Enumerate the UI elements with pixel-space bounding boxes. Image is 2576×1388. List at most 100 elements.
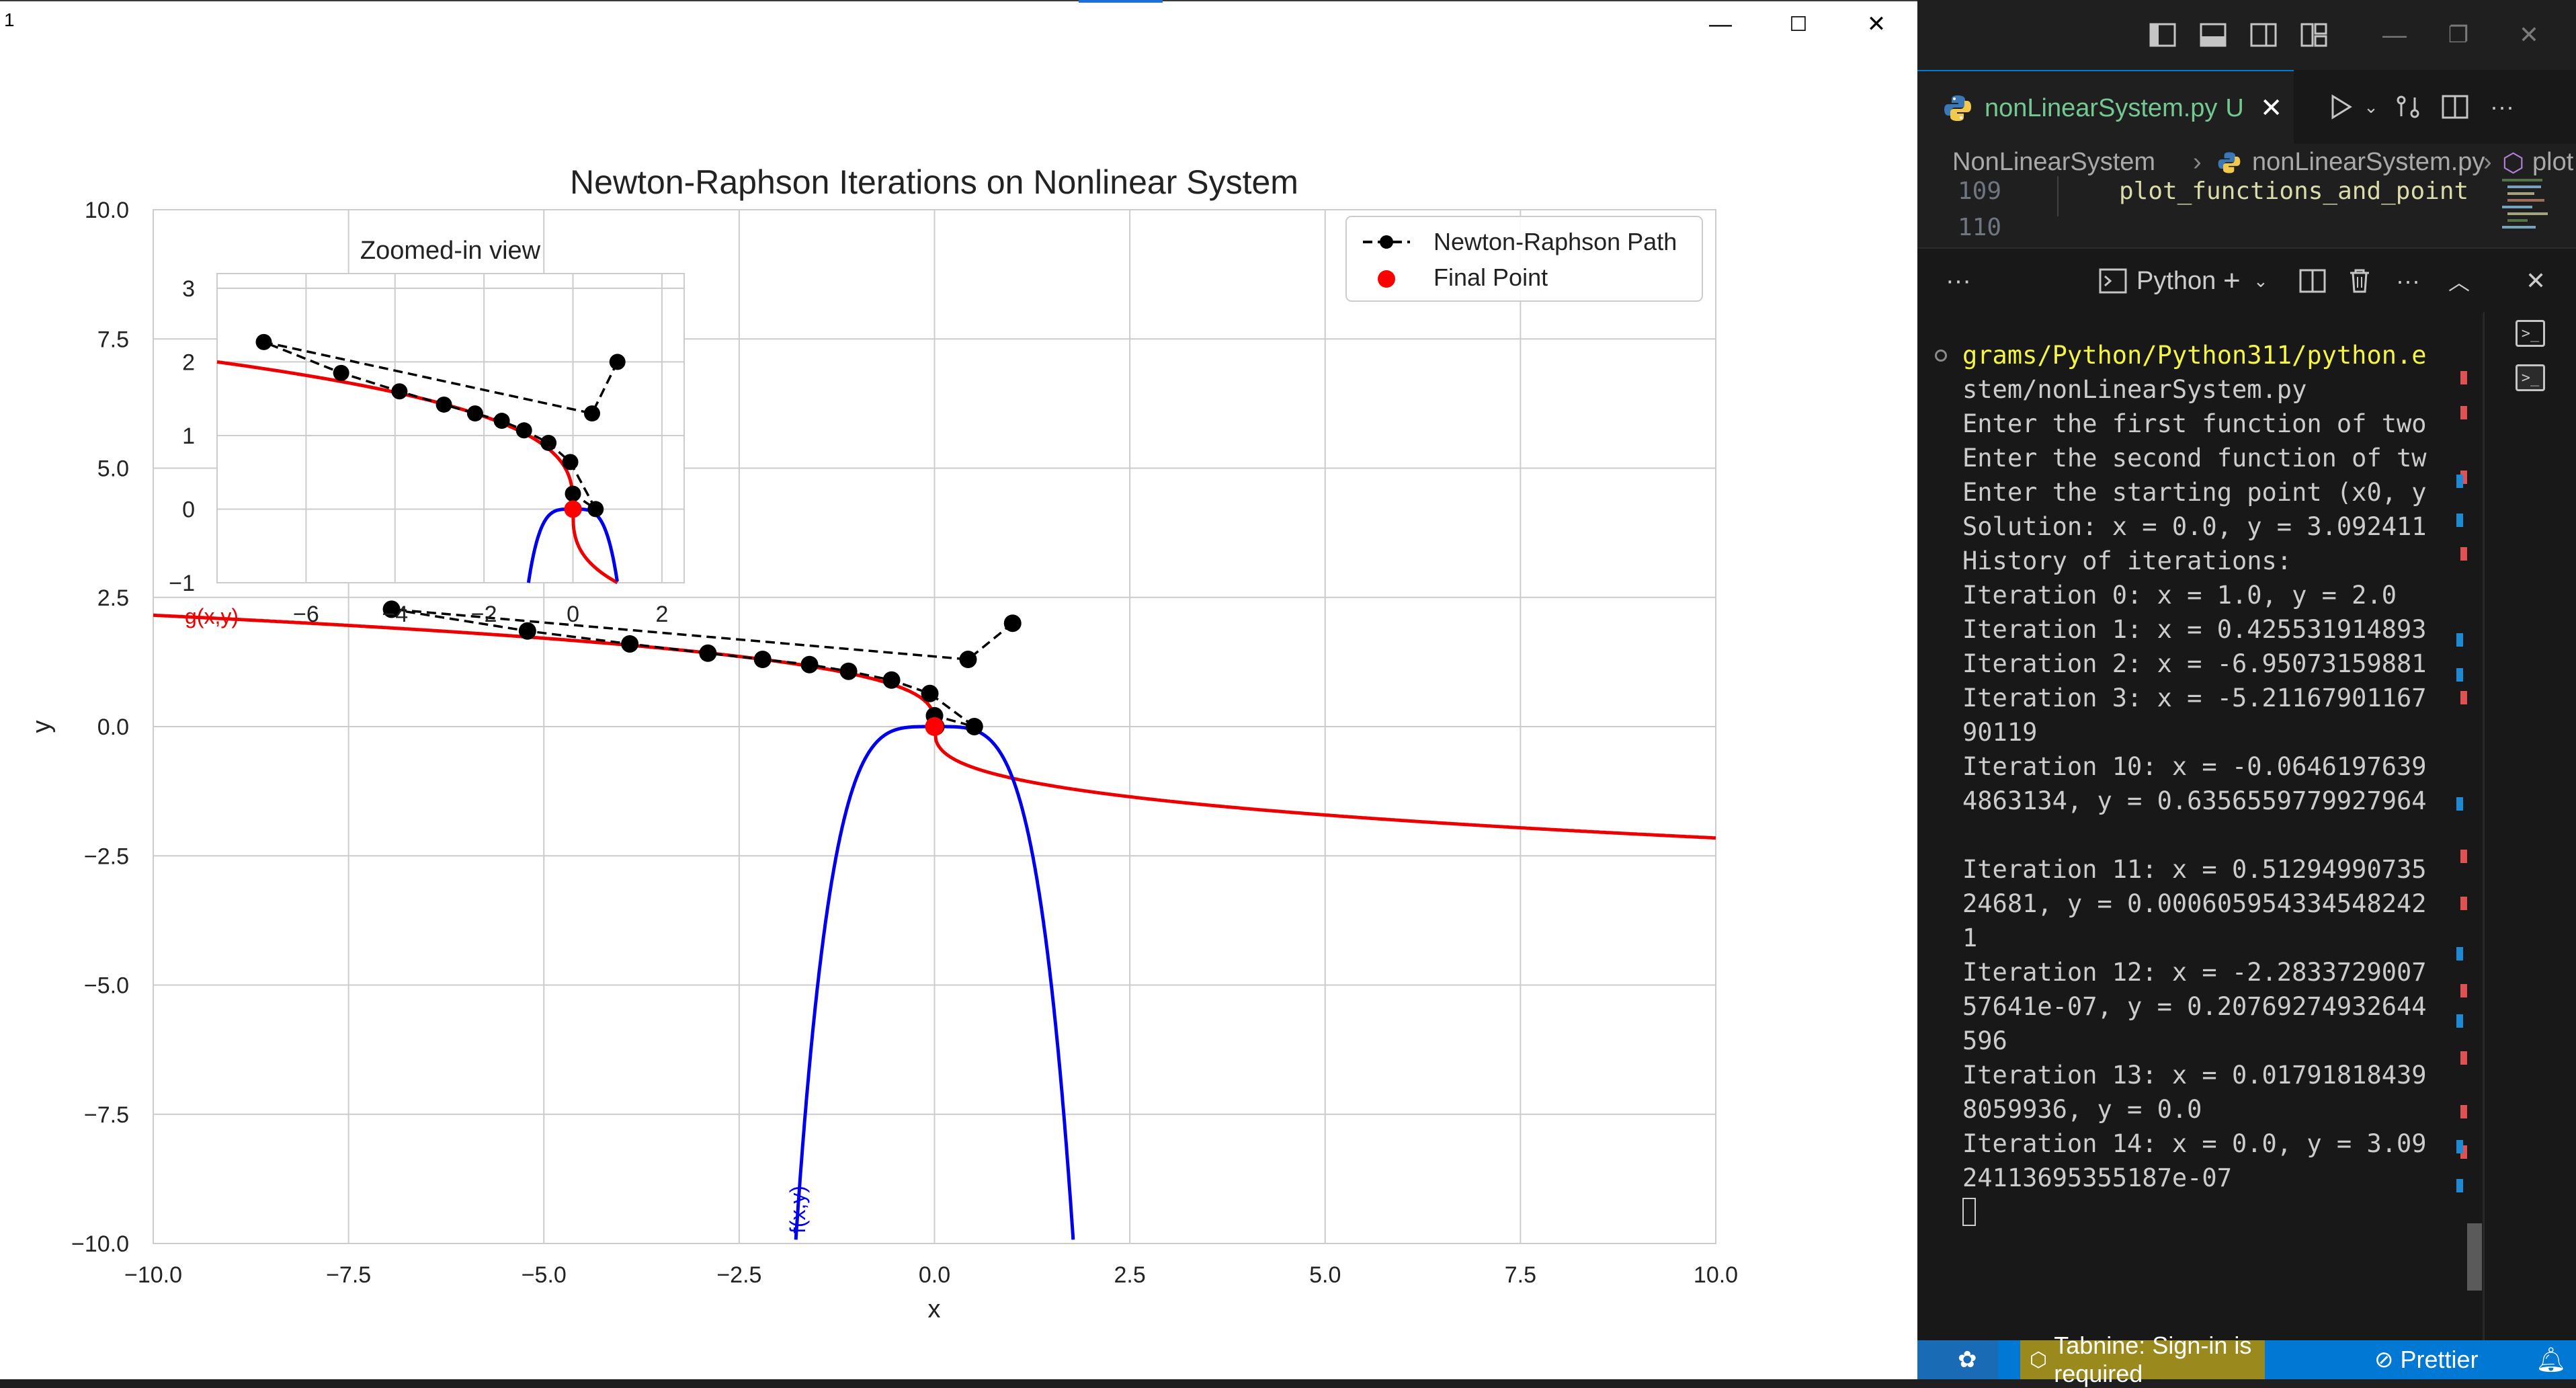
legend-path-marker xyxy=(1380,235,1393,249)
iteration-point xyxy=(921,684,939,702)
scroll-marker xyxy=(2460,850,2467,863)
y-tick-label: 5.0 xyxy=(97,456,129,482)
breadcrumb-file[interactable]: nonLinearSystem.py xyxy=(2252,148,2485,176)
panel-more-actions-icon[interactable]: ··· xyxy=(2396,267,2420,294)
iteration-point xyxy=(800,655,819,673)
tab-close-icon[interactable]: ✕ xyxy=(2259,93,2283,123)
inset-iteration-point xyxy=(562,454,579,471)
scroll-marker xyxy=(2460,547,2467,561)
terminal-line: Iteration 10: x = -0.0646197639 xyxy=(1962,752,2427,781)
code-editor[interactable]: 109 plot_functions_and_point 110 xyxy=(1917,176,2576,247)
remote-indicator[interactable] xyxy=(1917,1340,1998,1379)
terminal-selector[interactable]: Python xyxy=(2099,261,2216,301)
f-curve-label: f(x,y) xyxy=(786,1186,810,1233)
window-accent xyxy=(1079,0,1163,3)
breadcrumb-symbol[interactable]: plot xyxy=(2532,148,2574,176)
main-axes-frame xyxy=(153,209,1716,1244)
x-tick-label: −2.5 xyxy=(716,1262,761,1288)
terminal-cursor xyxy=(1962,1198,1976,1226)
terminal-tab-icon[interactable]: >_ xyxy=(2516,320,2545,347)
terminal-line: Enter the first function of two xyxy=(1962,409,2427,438)
inset-iteration-point xyxy=(609,354,626,370)
inset-title: Zoomed-in view xyxy=(360,237,541,265)
close-panel-icon[interactable]: ✕ xyxy=(2526,267,2546,294)
customize-layout-icon[interactable] xyxy=(2294,15,2334,55)
run-python-icon[interactable] xyxy=(2321,87,2361,127)
inset-final-point xyxy=(564,500,582,518)
toggle-primary-sidebar-icon[interactable] xyxy=(2143,15,2183,55)
close-button[interactable]: ✕ xyxy=(1866,11,1886,37)
more-actions-icon[interactable]: ··· xyxy=(2490,93,2514,120)
tab-label: nonLinearSystem.py xyxy=(1985,93,2218,122)
prettier-status[interactable]: ⊘ Prettier xyxy=(2374,1340,2479,1379)
terminal-tabs: >_ >_ xyxy=(2483,312,2576,1340)
window-top-border xyxy=(0,0,1917,1)
inset-curves xyxy=(216,333,626,585)
x-tick-label: 0.0 xyxy=(919,1262,950,1288)
terminal-line: Iteration 2: x = -6.95073159881 xyxy=(1962,649,2427,678)
terminal-tab-active-icon[interactable]: >_ xyxy=(2516,364,2545,391)
inset-iteration-point xyxy=(587,501,604,518)
scroll-marker xyxy=(2460,471,2467,484)
terminal-dropdown-chevron-icon[interactable]: ⌄ xyxy=(2253,270,2268,291)
breadcrumb-folder[interactable]: NonLinearSystem xyxy=(1952,148,2156,176)
inset-iteration-point xyxy=(435,396,452,413)
tabnine-label: Tabnine: Sign-in is required xyxy=(2054,1332,2252,1387)
terminal-line: 596 xyxy=(1962,1026,2007,1055)
terminal-line: 8059936, y = 0.0 xyxy=(1962,1095,2202,1124)
split-terminal-icon[interactable] xyxy=(2299,261,2326,301)
scroll-marker xyxy=(2456,475,2463,488)
inset-iteration-point xyxy=(565,485,581,502)
terminal-scroll-thumb[interactable] xyxy=(2467,1223,2482,1291)
terminal-line: 90119 xyxy=(1962,718,2038,747)
maximize-button[interactable]: ☐ xyxy=(1789,13,1808,36)
x-tick-label: −7.5 xyxy=(326,1262,371,1288)
scroll-marker xyxy=(2460,984,2467,997)
inset-iteration-point xyxy=(333,364,349,381)
terminal-line: Iteration 11: x = 0.51294990735 xyxy=(1962,855,2427,884)
toggle-panel-icon[interactable] xyxy=(2193,15,2233,55)
copilot-icon[interactable]: ✿ xyxy=(1958,1347,1977,1373)
y-tick-label: −5.0 xyxy=(84,973,129,999)
tabnine-status[interactable]: ⬡ Tabnine: Sign-in is required xyxy=(2020,1332,2265,1387)
scroll-marker xyxy=(2456,947,2463,961)
inset-x-tick-label: −2 xyxy=(471,602,497,627)
new-terminal-icon[interactable]: + xyxy=(2223,264,2241,297)
maximize-panel-icon[interactable]: ︿ xyxy=(2448,270,2470,294)
run-dropdown-chevron-icon[interactable]: ⌄ xyxy=(2364,96,2378,117)
minimize-button[interactable]: — xyxy=(1709,11,1732,37)
inset-g-curve xyxy=(216,360,619,585)
breadcrumb-separator-icon: › xyxy=(2193,148,2202,176)
vscode-restore-icon[interactable]: ❐ xyxy=(2448,22,2469,48)
y-tick-label: 7.5 xyxy=(97,327,129,352)
legend-final-label: Final Point xyxy=(1434,263,1548,291)
x-tick-label: 10.0 xyxy=(1694,1262,1738,1288)
toggle-secondary-sidebar-icon[interactable] xyxy=(2243,15,2284,55)
inset-x-tick-label: −4 xyxy=(382,602,408,627)
vscode-titlebar: — ❐ ✕ xyxy=(1917,0,2576,70)
terminal-line: Iteration 12: x = -2.2833729007 xyxy=(1962,958,2427,987)
terminal-line: grams/Python/Python311/python.e xyxy=(1962,341,2427,370)
iteration-point xyxy=(839,662,858,680)
terminal-line: 57641e-07, y = 0.20769274932644 xyxy=(1962,992,2427,1021)
tab-nonlinearsystem[interactable]: nonLinearSystem.py U ✕ xyxy=(1917,70,2294,145)
terminal-output[interactable]: grams/Python/Python311/python.e stem/nonL… xyxy=(1917,312,2482,1340)
terminal-scrollbar[interactable] xyxy=(2456,312,2481,1340)
legend-path-label: Newton-Raphson Path xyxy=(1434,228,1677,255)
code-line: plot_functions_and_point xyxy=(2119,177,2469,205)
x-tick-label: −10.0 xyxy=(124,1262,182,1288)
kill-terminal-icon[interactable] xyxy=(2348,261,2372,301)
panel-more-icon[interactable]: ··· xyxy=(1946,266,1971,295)
vscode-close-icon[interactable]: ✕ xyxy=(2518,21,2540,48)
python-file-icon xyxy=(1944,95,1971,121)
x-tick-label: 2.5 xyxy=(1114,1262,1145,1288)
iteration-point xyxy=(1003,614,1022,632)
terminal-line: Enter the second function of tw xyxy=(1962,444,2427,473)
x-tick-label: −5.0 xyxy=(522,1262,567,1288)
notifications-bell-icon[interactable]: 🔔︎ xyxy=(2536,1346,2567,1373)
iteration-point xyxy=(382,600,401,618)
tabnine-icon: ⬡ xyxy=(2030,1348,2048,1371)
compare-changes-icon[interactable] xyxy=(2388,87,2428,127)
split-editor-icon[interactable] xyxy=(2435,87,2475,127)
vscode-minimize-icon[interactable]: — xyxy=(2382,21,2407,48)
